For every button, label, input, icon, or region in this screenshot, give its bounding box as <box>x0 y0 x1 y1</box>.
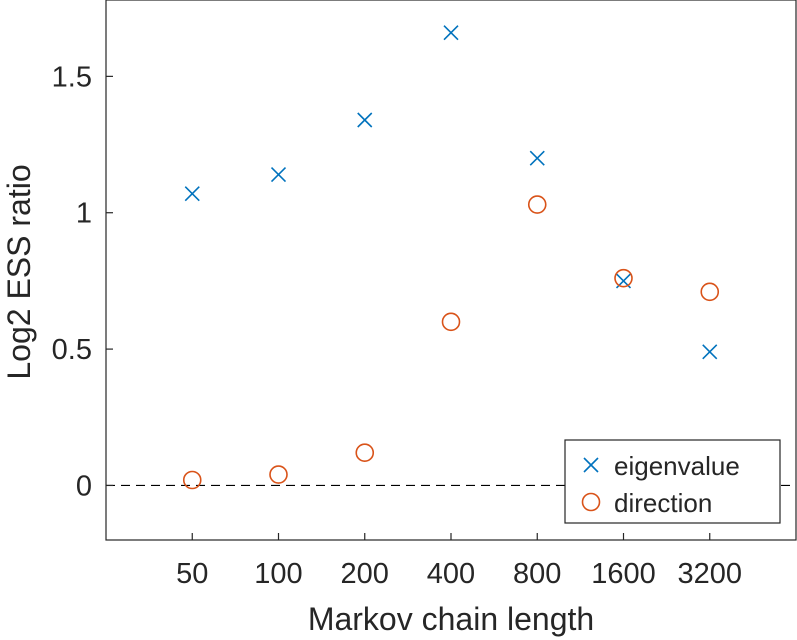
point-direction <box>614 268 633 288</box>
legend-direction-marker <box>581 492 601 512</box>
x-tick-label: 200 <box>341 558 389 590</box>
x-ticks: 50 100 200 400 800 1600 3200 <box>176 533 742 590</box>
point-eigenvalue <box>357 112 373 128</box>
legend-eigenvalue-label: eigenvalue <box>614 451 740 481</box>
y-ticks: 0 0.5 1 1.5 <box>52 61 113 502</box>
point-direction <box>182 470 202 490</box>
point-eigenvalue <box>270 166 287 183</box>
legend-symbol-direction <box>581 492 601 512</box>
data-marks <box>182 25 720 490</box>
x-tick-label: 3200 <box>677 558 742 590</box>
point-eigenvalue <box>529 150 545 166</box>
point-direction <box>355 443 375 463</box>
point-direction <box>269 465 288 484</box>
legend-direction-label: direction <box>614 488 712 518</box>
point-direction <box>441 312 461 332</box>
point-eigenvalue <box>702 344 718 360</box>
y-tick-label: 0 <box>76 470 92 502</box>
x-tick-label: 100 <box>254 558 302 590</box>
x-tick-label: 800 <box>513 558 561 590</box>
x-tick-label: 50 <box>176 558 208 590</box>
x-tick-label: 400 <box>427 558 475 590</box>
y-axis-label: Log2 ESS ratio <box>1 164 37 379</box>
x-tick-label: 1600 <box>591 558 656 590</box>
y-tick-label: 1.5 <box>52 61 92 93</box>
legend: eigenvalue direction <box>564 439 781 524</box>
point-eigenvalue <box>443 25 459 41</box>
y-tick-label: 1 <box>76 198 92 230</box>
point-direction <box>527 195 547 214</box>
legend-symbol-eigenvalue <box>583 457 599 473</box>
point-direction <box>700 282 720 302</box>
point-eigenvalue <box>184 186 200 202</box>
legend-eigenvalue-marker <box>583 457 599 473</box>
y-tick-label: 0.5 <box>52 334 92 366</box>
legend-box <box>564 439 781 524</box>
x-axis-label: Markov chain length <box>308 601 594 637</box>
